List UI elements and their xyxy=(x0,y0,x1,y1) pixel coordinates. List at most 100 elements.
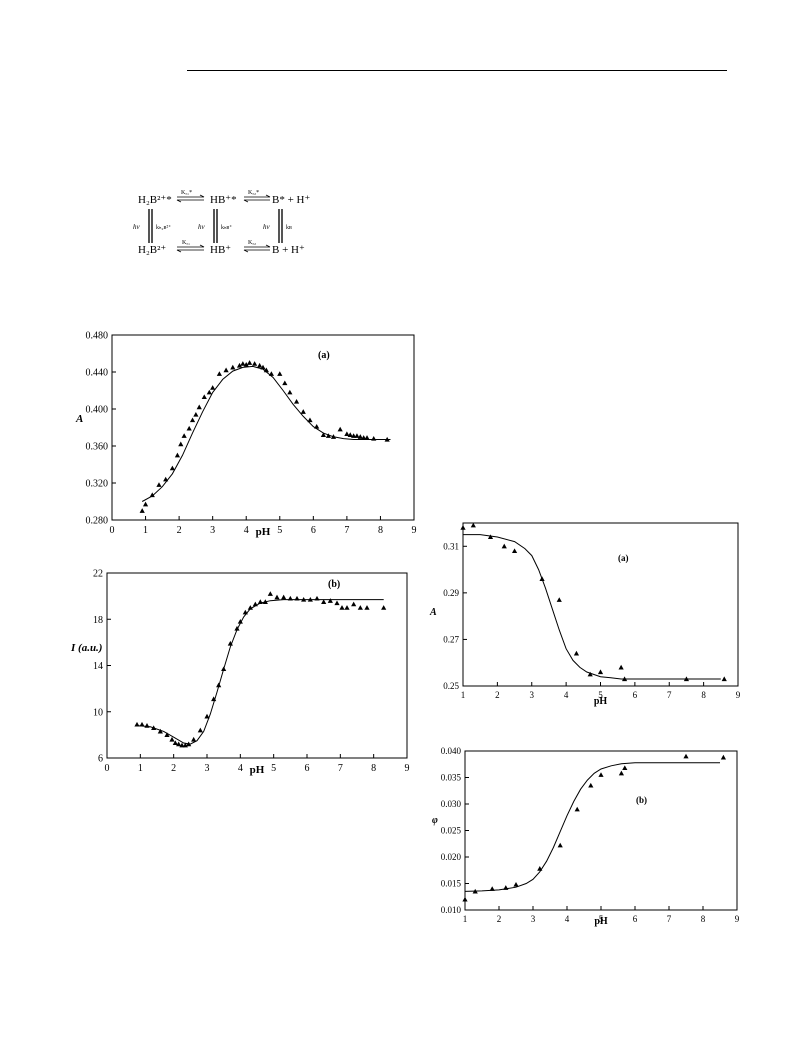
chart0-data-point xyxy=(169,465,175,471)
chart0-data-point xyxy=(216,371,222,376)
chart1-data-point xyxy=(197,727,203,733)
chart0-x-tick-label: 2 xyxy=(177,525,182,536)
chart2-data-point xyxy=(573,650,580,656)
chart2-data-point xyxy=(511,548,518,554)
chart1-data-point xyxy=(247,605,253,610)
chart0-x-tick-label: 7 xyxy=(344,525,349,536)
chart1-x-tick-label: 4 xyxy=(238,763,243,774)
chart1-data-point xyxy=(139,721,145,727)
chart0-data-point xyxy=(186,425,192,431)
chart1-data-point xyxy=(216,682,222,688)
scheme-species-hb-excited: HB⁺* xyxy=(210,194,237,206)
chart1-data-point xyxy=(134,721,140,727)
chart2-y-tick-label: 0.27 xyxy=(443,635,459,645)
chart0-data-point xyxy=(252,361,258,366)
chart0-data-point xyxy=(260,364,266,370)
chart0-data-point xyxy=(156,482,162,487)
chart1-data-point xyxy=(321,599,327,604)
chart1-data-point xyxy=(314,595,320,601)
chart0-data-point xyxy=(246,360,253,365)
chart3-data-point xyxy=(462,896,468,902)
chart0-data-point xyxy=(240,361,246,366)
chart0-data-point xyxy=(300,409,306,414)
chart3-data-point xyxy=(472,888,478,894)
chart0-x-tick-label: 9 xyxy=(412,525,417,536)
chart1-x-tick-label: 1 xyxy=(138,763,143,774)
chart1-data-point xyxy=(364,605,370,610)
chart0-plot-frame xyxy=(111,334,415,521)
chart2-x-tick-label: 7 xyxy=(667,690,672,700)
chart3-data-point xyxy=(622,765,628,771)
chart0-data-point xyxy=(320,432,326,437)
chart0-data-point xyxy=(314,423,320,429)
chart0-data-point xyxy=(223,367,229,373)
scheme-species-hb: HB⁺ xyxy=(210,244,231,256)
chart2-y-tick-label: 0.29 xyxy=(443,588,459,598)
chart0-data-point xyxy=(371,436,377,441)
chart3-x-tick-label: 5 xyxy=(599,914,604,924)
chart0-data-point xyxy=(149,492,155,498)
chart0-x-tick-label: 8 xyxy=(378,525,383,536)
chart3-x-tick-label: 4 xyxy=(565,914,570,924)
chart3-data-point xyxy=(557,842,563,848)
chart2-data-point xyxy=(597,669,604,675)
chart3-data-point xyxy=(618,770,624,776)
chart2-panel-label: (a) xyxy=(618,553,629,563)
scheme-species-b-excited: B* + H⁺ xyxy=(272,194,310,206)
chart1-y-tick-label: 6 xyxy=(98,754,103,765)
chart3-y-tick-label: 0.015 xyxy=(441,879,462,889)
chart1-x-tick-label: 8 xyxy=(371,763,376,774)
chart1-data-point xyxy=(307,596,313,602)
chart0-data-point xyxy=(277,371,283,376)
chart0-x-tick-label: 4 xyxy=(244,525,249,536)
chart2-y-axis-label: A xyxy=(429,607,437,618)
chart1-y-tick-label: 22 xyxy=(93,569,103,580)
chart0-x-tick-label: 6 xyxy=(311,525,316,536)
chart3-y-tick-label: 0.030 xyxy=(441,799,462,809)
chart0-data-point xyxy=(243,362,249,367)
chart0-y-tick-label: 0.360 xyxy=(86,442,109,453)
chart0-x-tick-label: 5 xyxy=(277,525,282,536)
header-rule xyxy=(187,70,727,71)
chart1-x-tick-label: 7 xyxy=(338,763,343,774)
scheme-rate-hb: kₕʙ⁺ xyxy=(221,224,232,231)
chart0-x-axis-label: pH xyxy=(256,526,271,538)
chart3-y-tick-label: 0.020 xyxy=(441,852,462,862)
chart1-data-point xyxy=(327,598,333,603)
chart1-data-point xyxy=(334,600,340,606)
chart0-data-point xyxy=(361,435,367,440)
chart3-y-tick-label: 0.035 xyxy=(441,773,462,783)
chart1-data-point xyxy=(237,618,243,624)
scheme-hv-3: hν xyxy=(263,223,271,231)
chart1-x-tick-label: 2 xyxy=(171,763,176,774)
chart0-panel-label: (a) xyxy=(318,350,330,361)
chart1-data-point xyxy=(179,742,185,748)
chart1-x-tick-label: 0 xyxy=(105,763,110,774)
chart1-data-point xyxy=(164,732,170,737)
chart1-panel-label: (b) xyxy=(328,579,340,590)
chart0-data-point xyxy=(307,417,313,423)
chart1-data-point xyxy=(151,725,157,731)
chart2-x-tick-label: 1 xyxy=(461,690,466,700)
chart2-x-tick-label: 9 xyxy=(736,690,741,700)
chart3-data-point xyxy=(574,806,580,812)
chart0-data-point xyxy=(351,433,357,438)
chart1-data-point xyxy=(157,728,163,734)
chart2-x-tick-label: 6 xyxy=(633,690,638,700)
chart1-data-point xyxy=(294,595,300,601)
chart0-data-point xyxy=(357,434,363,439)
scheme-k-a1: Kₐ₁ xyxy=(182,240,190,246)
scheme-k-a2-excited: Kₐ₂* xyxy=(248,190,259,196)
chart3-x-tick-label: 8 xyxy=(701,914,706,924)
chart0-data-point xyxy=(337,426,343,432)
chart0-data-point xyxy=(181,433,187,438)
protonation-equilibrium-scheme: H₂B²⁺* HB⁺* B* + H⁺ H₂B²⁺ HB⁺ B + H⁺ Kₐ₁… xyxy=(133,190,310,256)
chart1-x-tick-label: 3 xyxy=(205,763,210,774)
chart0-data-point xyxy=(139,508,145,513)
chart2-x-tick-label: 4 xyxy=(564,690,569,700)
chart1-data-point xyxy=(351,601,357,607)
chart0-data-point xyxy=(178,441,184,447)
chart1-x-axis-label: pH xyxy=(250,764,265,776)
chart2-data-point xyxy=(683,676,690,682)
chart2-x-axis-label: pH xyxy=(594,696,608,707)
